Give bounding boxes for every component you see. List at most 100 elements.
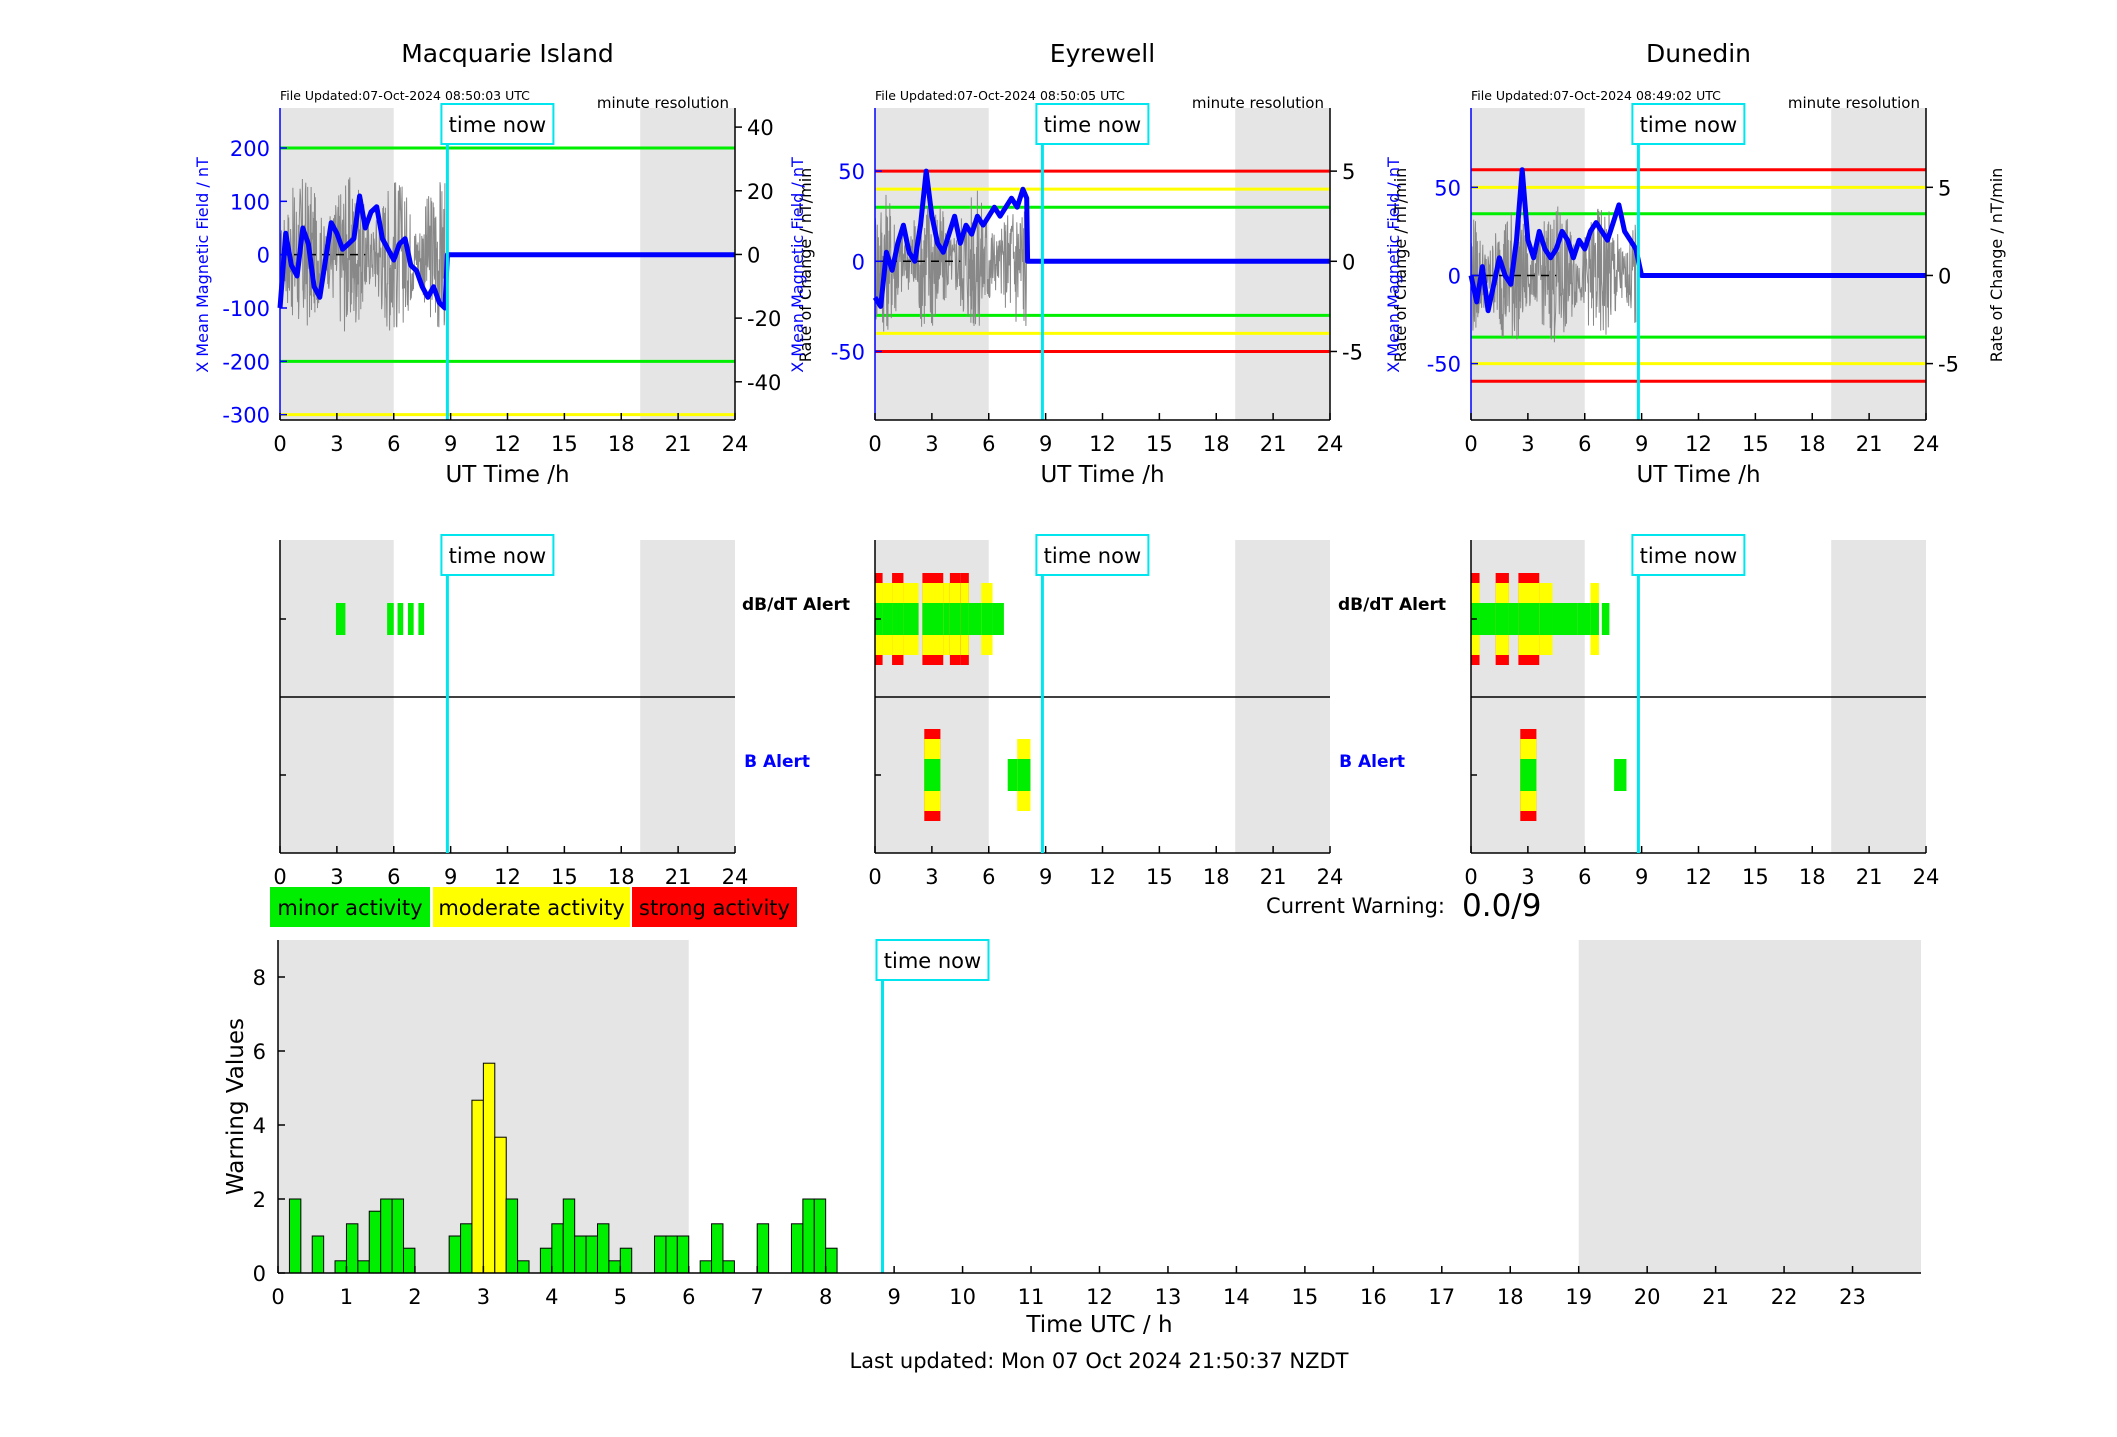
current-warning-value: 0.0/9 — [1462, 888, 1541, 924]
x-tick-label: 9 — [1039, 432, 1052, 456]
legend-swatch-strong — [632, 887, 797, 927]
warning-bar — [596, 1223, 610, 1274]
warning-bar — [448, 1235, 462, 1274]
station-title: Eyrewell — [1050, 39, 1155, 68]
warning-bar — [676, 1235, 690, 1274]
x-tick-label: 0 — [868, 432, 881, 456]
warning-bar — [585, 1235, 598, 1274]
time-now-label: time now — [1640, 113, 1737, 137]
x-tick-label: 12 — [1086, 1285, 1113, 1309]
station-panel-0: 0 3 6 9 12 15 18 21 24-300-200-1000100200-40-200… — [193, 39, 815, 488]
x-tick-label: 3 — [1521, 865, 1534, 889]
y-left-tick-label: 0 — [852, 250, 865, 274]
warning-bar — [334, 1260, 347, 1274]
x-tick-label: 0 — [273, 865, 286, 889]
x-tick-label: 14 — [1223, 1285, 1250, 1309]
x-tick-label: 15 — [551, 865, 578, 889]
y-right-tick-label: -5 — [1342, 340, 1363, 364]
x-tick-label: 24 — [1317, 865, 1344, 889]
x-tick-label: 6 — [387, 865, 400, 889]
legend-label: minor activity — [277, 896, 422, 920]
y-right-tick-label: 0 — [1342, 250, 1355, 274]
x-tick-label: 21 — [1856, 432, 1883, 456]
x-tick-label: 6 — [1578, 432, 1591, 456]
alert-block-minor — [943, 603, 950, 635]
warning-bar — [380, 1198, 393, 1274]
x-tick-label: 3 — [477, 1285, 490, 1309]
x-tick-label: 12 — [494, 432, 521, 456]
warning-bar — [574, 1235, 587, 1274]
night-band — [1831, 108, 1926, 420]
warning-bar — [471, 1099, 484, 1274]
x-tick-label: 3 — [925, 432, 938, 456]
y-tick-label: 2 — [253, 1188, 266, 1212]
x-tick-label: 21 — [1260, 865, 1287, 889]
x-tick-label: 20 — [1634, 1285, 1661, 1309]
dbdt-alert-label: dB/dT Alert — [1338, 595, 1446, 615]
x-tick-label: 11 — [1018, 1285, 1045, 1309]
y-right-tick-label: 0 — [1938, 264, 1951, 288]
y-left-tick-label: 50 — [1434, 176, 1461, 200]
x-tick-label: 13 — [1155, 1285, 1182, 1309]
alert-block-minor — [1520, 759, 1537, 791]
x-tick-label: 9 — [1039, 865, 1052, 889]
alert-block-minor — [1539, 603, 1553, 635]
warning-bar — [402, 1247, 416, 1274]
x-tick-label: 17 — [1428, 1285, 1455, 1309]
warning-bar — [311, 1235, 325, 1274]
time-now-box — [1631, 534, 1746, 576]
alert-block-minor — [960, 603, 969, 635]
alert-block-minor — [1552, 603, 1578, 635]
x-axis-label: UT Time /h — [1636, 462, 1760, 488]
file-updated-label: File Updated:07-Oct-2024 08:50:05 UTC — [875, 88, 1125, 103]
warning-bar — [505, 1198, 519, 1274]
y-tick-label: 6 — [253, 1040, 266, 1064]
warning-chart: 0 1 2 3 4 5 6 7 8 9 10 11 12 13 14 15 16 17 18 19 20 21 22 2302… — [223, 940, 1921, 1338]
y-right-tick-label: 5 — [1938, 176, 1951, 200]
warning-bar — [813, 1198, 827, 1274]
x-tick-label: 12 — [1089, 432, 1116, 456]
time-now-box — [1631, 103, 1746, 145]
y-right-tick-label: 0 — [747, 243, 760, 267]
warning-bar — [288, 1198, 302, 1274]
y-right-tick-label: -40 — [747, 371, 781, 395]
time-now-label: time now — [884, 949, 981, 973]
x-tick-label: 0 — [1464, 865, 1477, 889]
y-left-axis-label: X Mean Magnetic Field / nT — [788, 157, 807, 373]
x-tick-label: 15 — [1292, 1285, 1319, 1309]
time-now-box — [1035, 534, 1150, 576]
warning-bar — [551, 1223, 564, 1274]
alert-block-minor — [922, 603, 944, 635]
x-tick-label: 1 — [340, 1285, 353, 1309]
y-left-tick-label: -50 — [831, 340, 865, 364]
y-right-axis-label: Rate of Change / nT/min — [1987, 168, 2006, 363]
x-tick-label: 3 — [330, 865, 343, 889]
x-tick-label: 9 — [887, 1285, 900, 1309]
warning-bar — [391, 1198, 405, 1274]
warning-bar — [790, 1223, 804, 1274]
x-tick-label: 22 — [1771, 1285, 1798, 1309]
legend-swatch-minor — [270, 887, 430, 927]
rate-of-change-series — [874, 190, 1028, 332]
x-tick-label: 15 — [1742, 865, 1769, 889]
y-right-tick-label: -5 — [1938, 353, 1959, 377]
alert-block-minor — [1007, 759, 1018, 791]
station-title: Dunedin — [1646, 39, 1751, 68]
x-tick-label: 21 — [1260, 432, 1287, 456]
warning-bar — [756, 1223, 770, 1274]
alert-block-minor — [924, 759, 941, 791]
warning-bar — [517, 1260, 530, 1274]
y-tick-label: 0 — [253, 1262, 266, 1286]
y-right-tick-label: 20 — [747, 180, 774, 204]
x-tick-label: 0 — [271, 1285, 284, 1309]
x-tick-label: 15 — [1146, 865, 1173, 889]
x-tick-label: 10 — [949, 1285, 976, 1309]
night-band — [640, 108, 735, 420]
y-right-tick-label: 5 — [1342, 160, 1355, 184]
x-tick-label: 0 — [1464, 432, 1477, 456]
x-tick-label: 12 — [1089, 865, 1116, 889]
mean-field-series — [872, 168, 1330, 309]
